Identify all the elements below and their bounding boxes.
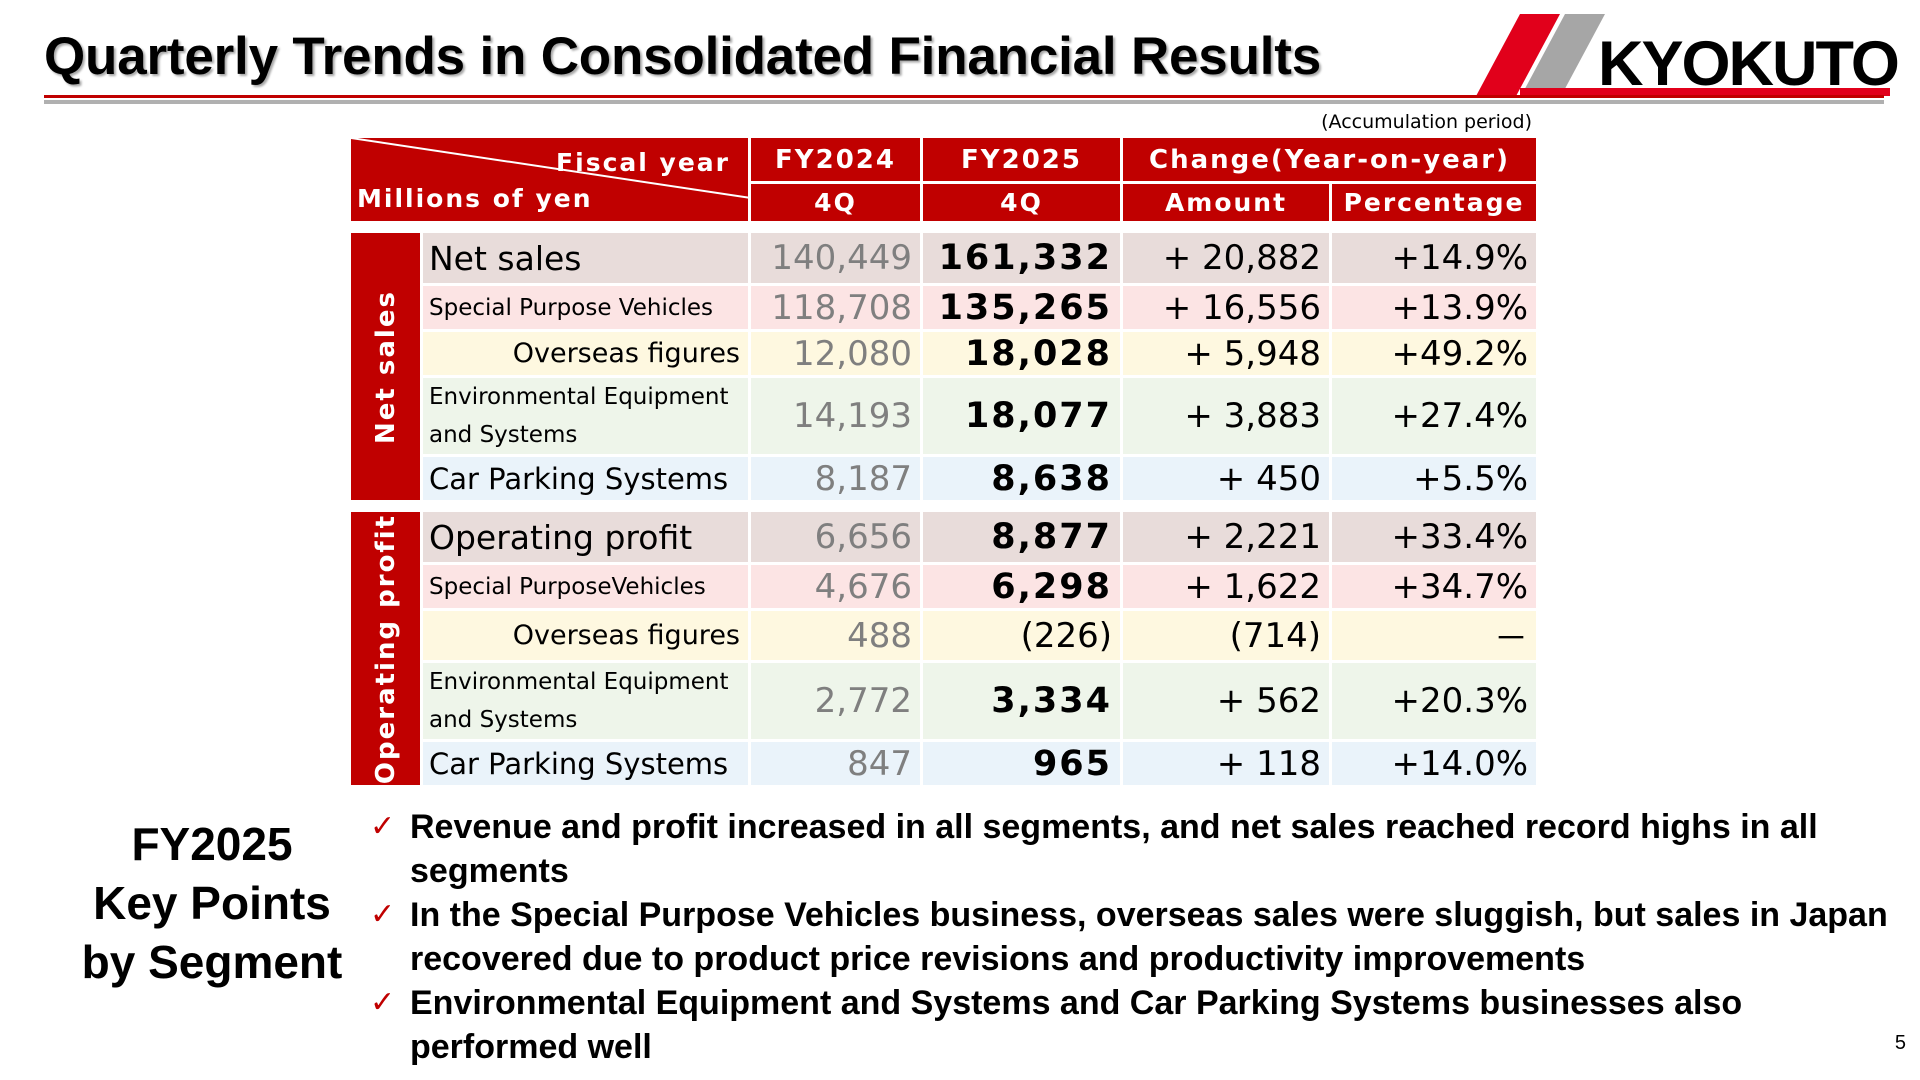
cell-amount: + 562 bbox=[1120, 660, 1332, 742]
cell-fy2025: 3,334 bbox=[920, 660, 1123, 742]
col-header-amount: Amount bbox=[1120, 181, 1332, 224]
row-label-line1: Environmental Equipment bbox=[429, 384, 729, 410]
cell-fy2025: (226) bbox=[920, 608, 1123, 663]
table-row: Special PurposeVehicles 4,676 6,298 + 1,… bbox=[350, 562, 1540, 611]
group-label-operating-profit: Operating profit bbox=[348, 509, 423, 788]
col-header-percentage: Percentage bbox=[1328, 181, 1540, 224]
cell-percentage: +20.3% bbox=[1328, 660, 1540, 742]
col-header-fy2024: FY2024 bbox=[748, 135, 923, 184]
financial-results-table: Fiscal year Millions of yen FY2024 FY202… bbox=[347, 135, 1540, 788]
cell-fy2024: 6,656 bbox=[748, 509, 923, 565]
check-icon: ✓ bbox=[370, 897, 396, 932]
cell-amount: + 16,556 bbox=[1120, 283, 1332, 332]
cell-percentage: +5.5% bbox=[1328, 454, 1540, 503]
key-points-list: ✓ Revenue and profit increased in all seg… bbox=[370, 805, 1890, 1069]
title-underline-gray bbox=[44, 100, 1884, 104]
list-item: ✓ Revenue and profit increased in all seg… bbox=[370, 805, 1890, 893]
cell-fy2024: 488 bbox=[748, 608, 923, 663]
cell-amount: + 20,882 bbox=[1120, 230, 1332, 286]
cell-fy2024: 2,772 bbox=[748, 660, 923, 742]
row-label: Environmental Equipment and Systems bbox=[420, 375, 751, 457]
cell-percentage: － bbox=[1328, 608, 1540, 663]
key-points-title-line3: by Segment bbox=[81, 936, 343, 988]
table-row: Operating profit Operating profit 6,656 … bbox=[348, 509, 1540, 788]
key-points-title-line1: FY2025 bbox=[131, 818, 293, 870]
accumulation-period-note: (Accumulation period) bbox=[1321, 111, 1532, 133]
cell-percentage: +27.4% bbox=[1328, 375, 1540, 457]
cell-fy2025: 18,028 bbox=[920, 329, 1123, 378]
row-label-line2: and Systems bbox=[429, 707, 578, 733]
cell-percentage: +14.9% bbox=[1328, 230, 1540, 286]
cell-amount: + 2,221 bbox=[1120, 509, 1332, 565]
cell-fy2025: 6,298 bbox=[920, 562, 1123, 611]
cell-fy2025: 8,877 bbox=[920, 509, 1123, 565]
key-point-text: Environmental Equipment and Systems and … bbox=[410, 984, 1743, 1066]
cell-fy2024: 4,676 bbox=[748, 562, 923, 611]
kyokuto-logo-mark bbox=[1475, 14, 1890, 98]
cell-fy2024: 140,449 bbox=[748, 230, 923, 286]
table-corner-header: Fiscal year Millions of yen bbox=[348, 135, 751, 224]
cell-fy2024: 12,080 bbox=[748, 329, 923, 378]
table-row: Overseas figures 12,080 18,028 + 5,948 +… bbox=[350, 329, 1540, 378]
row-label: Car Parking Systems bbox=[420, 739, 751, 788]
row-label: Operating profit bbox=[420, 509, 751, 565]
kyokuto-logo-text: KYOKUTO bbox=[1598, 29, 1900, 99]
key-points-title: FY2025 Key Points by Segment bbox=[62, 815, 362, 992]
cell-fy2025: 161,332 bbox=[920, 230, 1123, 286]
cell-fy2025: 8,638 bbox=[920, 454, 1123, 503]
cell-fy2024: 118,708 bbox=[748, 283, 923, 332]
page-number: 5 bbox=[1894, 1032, 1906, 1054]
row-label: Special PurposeVehicles bbox=[420, 562, 751, 611]
group-label-net-sales: Net sales bbox=[348, 230, 423, 503]
cell-amount: (714) bbox=[1120, 608, 1332, 663]
cell-amount: + 1,622 bbox=[1120, 562, 1332, 611]
cell-fy2025: 135,265 bbox=[920, 283, 1123, 332]
row-label: Car Parking Systems bbox=[420, 454, 751, 503]
cell-fy2025: 18,077 bbox=[920, 375, 1123, 457]
cell-fy2024: 847 bbox=[748, 739, 923, 788]
cell-percentage: +14.0% bbox=[1328, 739, 1540, 788]
row-label: Overseas figures bbox=[420, 608, 751, 663]
table-row: Car Parking Systems 847 965 + 118 +14.0% bbox=[350, 739, 1540, 788]
table-row: Car Parking Systems 8,187 8,638 + 450 +5… bbox=[350, 454, 1540, 503]
cell-fy2024: 8,187 bbox=[748, 454, 923, 503]
cell-fy2025: 965 bbox=[920, 739, 1123, 788]
row-label-line1: Environmental Equipment bbox=[429, 669, 729, 695]
row-label: Net sales bbox=[420, 230, 751, 286]
cell-amount: + 450 bbox=[1120, 454, 1332, 503]
row-label: Environmental Equipment and Systems bbox=[420, 660, 751, 742]
cell-percentage: +34.7% bbox=[1328, 562, 1540, 611]
key-point-text: Revenue and profit increased in all segm… bbox=[410, 808, 1818, 890]
corner-units: Millions of yen bbox=[357, 184, 593, 213]
page-title: Quarterly Trends in Consolidated Financi… bbox=[44, 27, 1322, 86]
table-row: Environmental Equipment and Systems 14,19… bbox=[350, 375, 1540, 457]
table-row: Environmental Equipment and Systems 2,772… bbox=[350, 660, 1540, 742]
cell-amount: + 118 bbox=[1120, 739, 1332, 788]
cell-fy2024: 14,193 bbox=[748, 375, 923, 457]
check-icon: ✓ bbox=[370, 985, 396, 1020]
list-item: ✓ Environmental Equipment and Systems and… bbox=[370, 981, 1890, 1069]
cell-percentage: +49.2% bbox=[1328, 329, 1540, 378]
cell-percentage: +33.4% bbox=[1328, 509, 1540, 565]
check-icon: ✓ bbox=[370, 809, 396, 844]
key-point-text: In the Special Purpose Vehicles business… bbox=[410, 896, 1888, 978]
title-underline-red bbox=[44, 95, 1884, 98]
row-label: Overseas figures bbox=[420, 329, 751, 378]
cell-amount: + 3,883 bbox=[1120, 375, 1332, 457]
col-header-change: Change(Year-on-year) bbox=[1119, 135, 1540, 184]
table-row: Special Purpose Vehicles 118,708 135,265… bbox=[350, 283, 1540, 332]
row-label: Special Purpose Vehicles bbox=[420, 283, 751, 332]
key-points-title-line2: Key Points bbox=[93, 877, 331, 929]
table-row: Overseas figures 488 (226) (714) － bbox=[350, 608, 1540, 663]
corner-fiscal-year: Fiscal year bbox=[556, 148, 730, 177]
table-row: Net sales Net sales 140,449 161,332 + 20… bbox=[348, 230, 1540, 503]
row-label-line2: and Systems bbox=[429, 422, 578, 448]
cell-percentage: +13.9% bbox=[1328, 283, 1540, 332]
cell-amount: + 5,948 bbox=[1120, 329, 1332, 378]
list-item: ✓ In the Special Purpose Vehicles busines… bbox=[370, 893, 1890, 981]
corner-diagonal-line bbox=[351, 138, 751, 199]
col-header-q-prev: 4Q bbox=[748, 181, 923, 224]
col-header-q-cur: 4Q bbox=[920, 181, 1123, 224]
col-header-fy2025: FY2025 bbox=[920, 135, 1123, 184]
